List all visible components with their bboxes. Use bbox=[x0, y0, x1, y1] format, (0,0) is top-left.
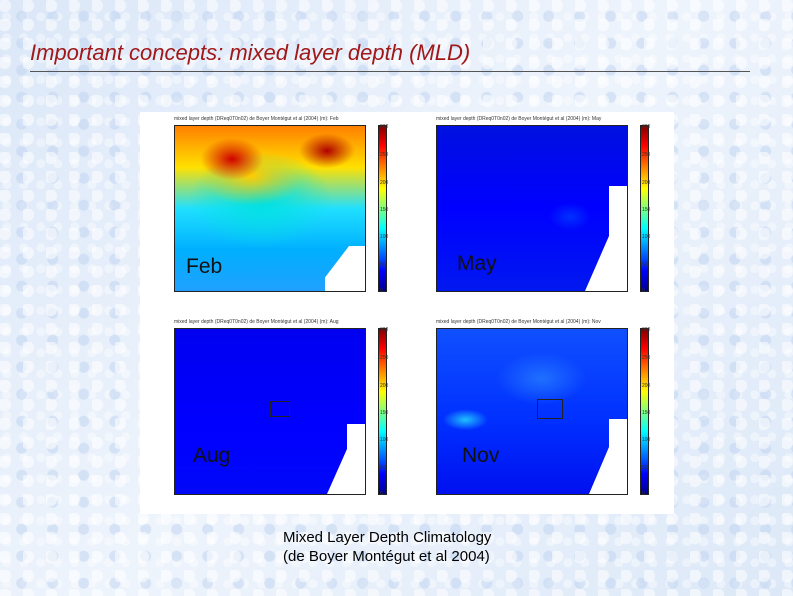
panel-header: mixed layer depth (DReq0T0n02) de Boyer … bbox=[174, 319, 339, 325]
panel-feb: mixed layer depth (DReq0T0n02) de Boyer … bbox=[140, 112, 405, 310]
cbar-tick: 0 bbox=[642, 491, 645, 497]
cbar-tick: 300 bbox=[380, 124, 389, 130]
cbar-tick: 100 bbox=[380, 437, 389, 443]
cbar-tick: 0 bbox=[380, 491, 383, 497]
cbar-tick: 300 bbox=[380, 327, 389, 333]
colorbar-aug bbox=[378, 328, 387, 495]
season-label-feb: Feb bbox=[186, 255, 223, 278]
mld-figure: mixed layer depth (DReq0T0n02) de Boyer … bbox=[140, 112, 674, 514]
cbar-tick: 50 bbox=[642, 465, 648, 471]
panel-header: mixed layer depth (DReq0T0n02) de Boyer … bbox=[436, 116, 602, 122]
cbar-tick: 250 bbox=[380, 355, 389, 361]
cbar-tick: 100 bbox=[380, 234, 389, 240]
cbar-tick: 250 bbox=[380, 152, 389, 158]
season-label-may: May bbox=[457, 252, 497, 275]
cbar-tick: 50 bbox=[380, 262, 386, 268]
cbar-tick: 100 bbox=[642, 234, 651, 240]
cbar-tick: 200 bbox=[642, 383, 651, 389]
colorbar-may bbox=[640, 125, 649, 292]
figure-caption: Mixed Layer Depth Climatology (de Boyer … bbox=[283, 528, 491, 566]
panel-may: mixed layer depth (DReq0T0n02) de Boyer … bbox=[402, 112, 667, 310]
season-label-aug: Aug bbox=[193, 444, 231, 467]
caption-line-1: Mixed Layer Depth Climatology bbox=[283, 529, 492, 546]
cbar-tick: 200 bbox=[380, 180, 389, 186]
season-label-nov: Nov bbox=[462, 444, 500, 467]
mld-map-feb bbox=[174, 125, 366, 292]
cbar-tick: 250 bbox=[642, 355, 651, 361]
cbar-tick: 300 bbox=[642, 327, 651, 333]
mld-map-aug bbox=[174, 328, 366, 495]
colorbar-nov bbox=[640, 328, 649, 495]
panel-nov: mixed layer depth (DReq0T0n02) de Boyer … bbox=[402, 315, 667, 513]
cbar-tick: 150 bbox=[380, 410, 389, 416]
cbar-tick: 150 bbox=[642, 410, 651, 416]
panel-header: mixed layer depth (DReq0T0n02) de Boyer … bbox=[174, 116, 339, 122]
mld-map-nov bbox=[436, 328, 628, 495]
cbar-tick: 250 bbox=[642, 152, 651, 158]
panel-header: mixed layer depth (DReq0T0n02) de Boyer … bbox=[436, 319, 601, 325]
cbar-tick: 200 bbox=[642, 180, 651, 186]
cbar-tick: 150 bbox=[380, 207, 389, 213]
cbar-tick: 200 bbox=[380, 383, 389, 389]
panel-aug: mixed layer depth (DReq0T0n02) de Boyer … bbox=[140, 315, 405, 513]
colorbar-feb bbox=[378, 125, 387, 292]
title-underline bbox=[30, 71, 750, 72]
cbar-tick: 50 bbox=[380, 465, 386, 471]
mld-map-may bbox=[436, 125, 628, 292]
cbar-tick: 150 bbox=[642, 207, 651, 213]
cbar-tick: 100 bbox=[642, 437, 651, 443]
cbar-tick: 0 bbox=[380, 288, 383, 294]
caption-line-2: (de Boyer Montégut et al 2004) bbox=[283, 548, 490, 565]
cbar-tick: 300 bbox=[642, 124, 651, 130]
slide-title: Important concepts: mixed layer depth (M… bbox=[30, 40, 471, 65]
cbar-tick: 50 bbox=[642, 262, 648, 268]
cbar-tick: 0 bbox=[642, 288, 645, 294]
